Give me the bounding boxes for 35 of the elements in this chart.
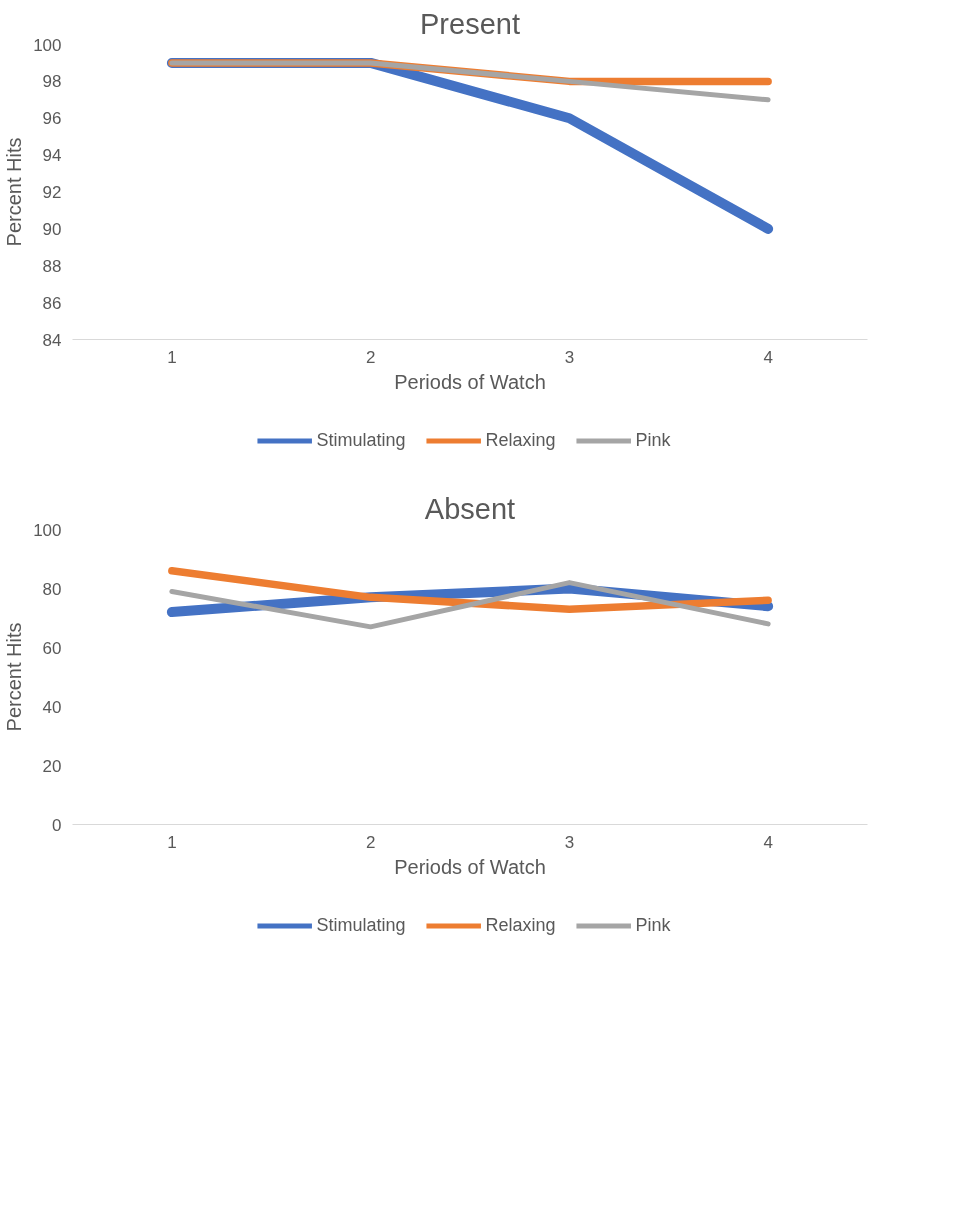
- y-axis-title: Percent Hits: [3, 137, 26, 247]
- y-tick-label: 60: [42, 638, 62, 658]
- y-tick-label: 94: [42, 146, 62, 166]
- x-tick-label: 4: [763, 832, 773, 852]
- y-tick-label: 86: [42, 293, 62, 313]
- x-tick-label: 4: [763, 347, 773, 367]
- chart-title: Present: [420, 7, 520, 40]
- y-tick-label: 100: [33, 520, 62, 540]
- x-tick-label: 1: [167, 347, 177, 367]
- y-tick-label: 84: [42, 330, 62, 350]
- y-tick-label: 98: [42, 72, 62, 92]
- y-tick-label: 90: [42, 219, 62, 239]
- y-tick-label: 96: [42, 109, 62, 129]
- y-tick-label: 100: [33, 35, 62, 55]
- x-tick-label: 2: [365, 347, 376, 367]
- x-tick-label: 3: [564, 832, 575, 852]
- legend-label: Stimulating: [316, 429, 406, 451]
- y-tick-label: 88: [42, 256, 62, 276]
- legend-label: Stimulating: [316, 914, 406, 936]
- x-tick-label: 3: [564, 347, 575, 367]
- legend-label: Relaxing: [485, 914, 556, 936]
- x-tick-label: 1: [167, 832, 177, 852]
- y-tick-label: 0: [52, 815, 62, 835]
- legend-label: Relaxing: [485, 429, 556, 451]
- legend-label: Pink: [635, 914, 671, 936]
- chart-title: Absent: [424, 492, 516, 525]
- legend-label: Pink: [635, 429, 671, 451]
- y-axis-title: Percent Hits: [3, 622, 26, 732]
- y-tick-label: 92: [42, 183, 62, 202]
- x-tick-label: 2: [365, 832, 376, 852]
- x-axis-title: Periods of Watch: [394, 855, 546, 878]
- y-tick-label: 40: [42, 697, 62, 717]
- x-axis-title: Periods of Watch: [394, 370, 546, 393]
- y-tick-label: 20: [42, 756, 62, 776]
- y-tick-label: 80: [42, 579, 62, 599]
